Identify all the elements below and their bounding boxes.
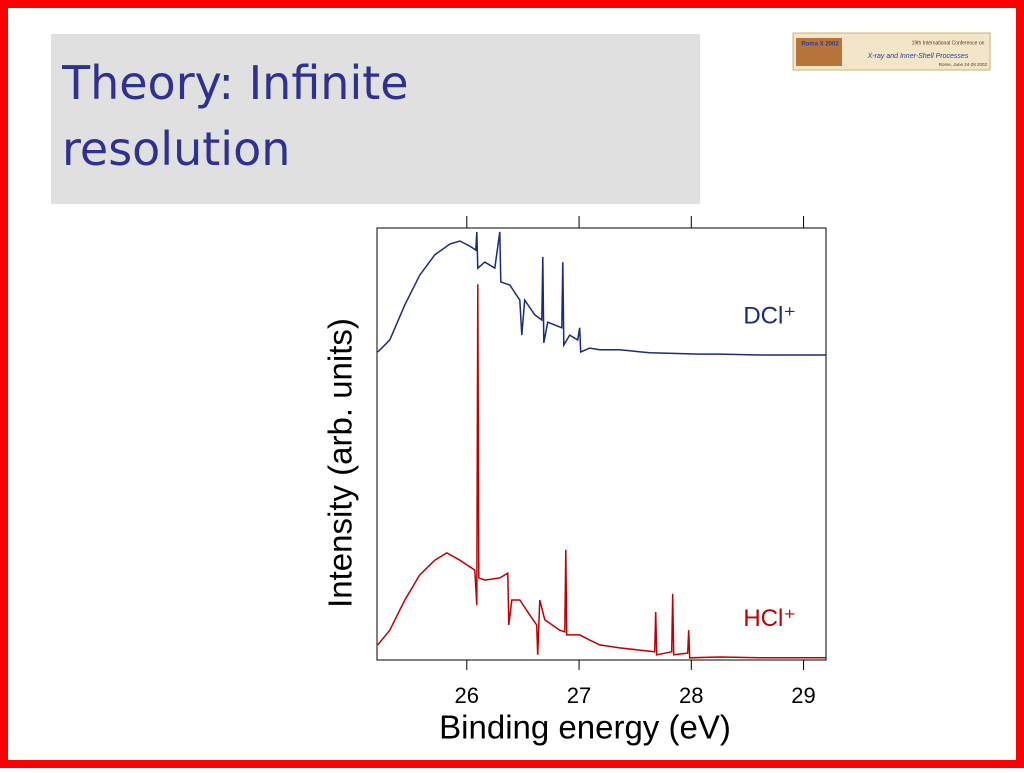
x-tick-label: 29 [791,683,815,708]
slide-title: Theory: Infinite resolution [62,56,409,176]
logo-conference: 19th International Conference on [912,40,985,46]
x-tick-label: 27 [567,683,591,708]
y-axis-label: Intensity (arb. units) [322,318,359,608]
logo-place: Rome, June 24-28 2002 [939,62,988,67]
chart: Binding energy (eV) Intensity (arb. unit… [322,216,827,746]
title-box [51,34,700,204]
x-tick-label: 28 [679,683,703,708]
x-tick-label: 26 [455,683,479,708]
plot-frame [376,227,827,661]
title-wrap: Theory: Infinite resolution [62,56,409,176]
logo-topic: X-ray and Inner-Shell Processes [867,53,969,60]
series-label: HCl⁺ [743,605,796,632]
logo-picture [796,38,842,66]
series-line [377,231,826,356]
series-line [377,284,826,659]
series-label: DCl⁺ [743,302,796,329]
logo-name: Roma X 2002 [801,42,839,48]
x-axis-label: Binding energy (eV) [439,709,731,746]
logo: Roma X 2002 19th International Conferenc… [792,32,991,71]
